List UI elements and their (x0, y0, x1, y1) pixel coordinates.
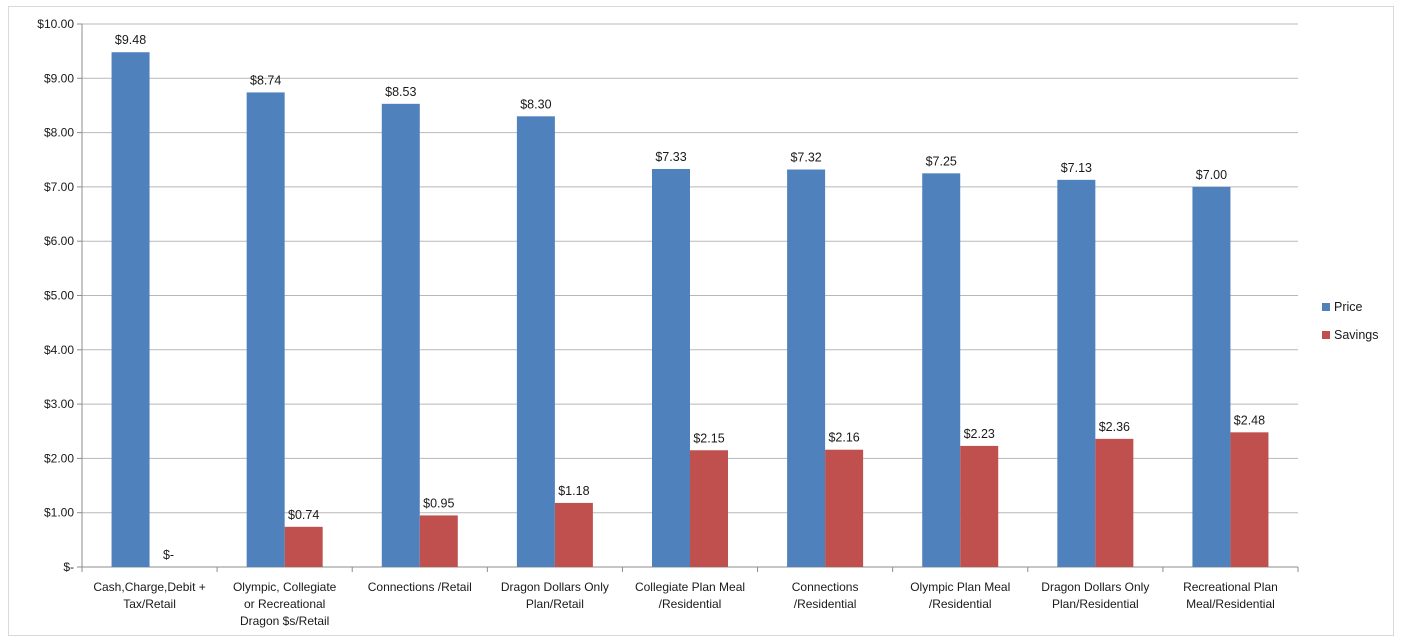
legend-label-price: Price (1334, 300, 1363, 314)
y-tick-label: $- (63, 560, 74, 574)
bar-savings[interactable] (419, 515, 458, 567)
y-tick-label: $10.00 (37, 17, 74, 31)
bar-savings[interactable] (1230, 432, 1269, 567)
x-tick-label: Connections/Residential (792, 580, 859, 611)
data-labels: $9.48 $8.74 $8.53 $8.30 $7.33 $7.32 $7.25 $7.13… (115, 33, 1265, 562)
x-tick-label-line: Plan/Retail (526, 597, 584, 611)
x-tick-label-line: Dragon Dollars Only (1041, 580, 1149, 594)
x-tick-label-line: Olympic, Collegiate (233, 580, 337, 594)
x-tick-label: Olympic Plan Meal/Residential (910, 580, 1010, 611)
x-tick-label-line: Meal/Residential (1186, 597, 1275, 611)
data-label-savings: $2.36 (1099, 420, 1130, 434)
bars (111, 52, 1269, 568)
x-tick-label: Dragon Dollars Only Plan/Residential (1041, 580, 1149, 611)
x-tick-label-line: /Residential (794, 597, 857, 611)
x-tick-label-line: Dragon Dollars Only (501, 580, 609, 594)
bar-savings[interactable] (1095, 438, 1134, 567)
y-tick-label: $2.00 (44, 451, 74, 465)
legend[interactable]: Price Savings (1322, 300, 1378, 342)
bar-price[interactable] (246, 92, 285, 567)
data-label-savings: $2.15 (693, 431, 724, 445)
data-label-price: $7.33 (655, 150, 686, 164)
y-tick-label: $4.00 (44, 343, 74, 357)
bar-price[interactable] (516, 116, 555, 567)
x-tick-label-line: Tax/Retail (123, 597, 176, 611)
x-tick-label-line: Collegiate Plan Meal (635, 580, 745, 594)
data-label-savings: $2.23 (964, 427, 995, 441)
data-label-price: $8.74 (250, 73, 281, 87)
data-label-savings: $1.18 (558, 484, 589, 498)
y-tick-label: $3.00 (44, 397, 74, 411)
x-tick-label-line: Cash,Charge,Debit + (93, 580, 205, 594)
data-label-price: $8.30 (520, 97, 551, 111)
data-label-price: $7.00 (1196, 168, 1227, 182)
x-tick-label-line: /Residential (659, 597, 722, 611)
y-tick-label: $6.00 (44, 234, 74, 248)
legend-swatch-price (1322, 303, 1330, 311)
bar-price[interactable] (922, 173, 961, 567)
x-tick-label-line: Recreational Plan (1183, 580, 1278, 594)
x-tick-label-line: Connections /Retail (368, 580, 472, 594)
data-label-savings: $2.16 (828, 431, 859, 445)
x-tick-label: Connections /Retail (368, 580, 472, 594)
x-tick-label: Collegiate Plan Meal/Residential (635, 580, 745, 611)
bar-price[interactable] (381, 103, 420, 568)
data-label-savings: $2.48 (1234, 413, 1265, 427)
y-axis: $- $1.00 $2.00 $3.00 $4.00 $5.00 $6.00 $7.00 $8.… (37, 17, 83, 574)
legend-label-savings: Savings (1334, 328, 1378, 342)
x-tick-label: Olympic, Collegiate or Recreational Dragon… (233, 580, 337, 628)
data-label-savings: $- (163, 548, 174, 562)
y-tick-label: $7.00 (44, 180, 74, 194)
data-label-price: $7.13 (1061, 161, 1092, 175)
x-tick-label: Recreational Plan Meal/Residential (1183, 580, 1278, 611)
x-tick-label-line: /Residential (929, 597, 992, 611)
y-tick-label: $1.00 (44, 506, 74, 520)
data-label-savings: $0.74 (288, 508, 319, 522)
bar-price[interactable] (111, 52, 150, 567)
bar-price[interactable] (652, 168, 690, 567)
x-tick-label: Cash,Charge,Debit + Tax/Retail (93, 580, 205, 611)
bar-savings[interactable] (284, 526, 323, 567)
data-label-price: $9.48 (115, 33, 146, 47)
bar-price[interactable] (1192, 186, 1231, 567)
x-tick-label-line: Olympic Plan Meal (910, 580, 1010, 594)
data-label-price: $7.32 (790, 151, 821, 165)
x-tick-label: Dragon Dollars Only Plan/Retail (501, 580, 609, 611)
bar-savings[interactable] (554, 502, 593, 567)
legend-swatch-savings (1322, 331, 1330, 339)
y-tick-label: $8.00 (44, 126, 74, 140)
data-label-price: $8.53 (385, 85, 416, 99)
x-tick-label-line: Plan/Residential (1052, 597, 1139, 611)
bar-savings[interactable] (690, 450, 728, 567)
bar-price[interactable] (1057, 179, 1096, 567)
bar-price[interactable] (787, 169, 826, 568)
bar-savings[interactable] (960, 445, 999, 567)
x-tick-label-line: or Recreational (244, 597, 325, 611)
bar-savings[interactable] (825, 449, 864, 567)
y-tick-label: $9.00 (44, 71, 74, 85)
x-tick-label-line: Dragon $s/Retail (240, 614, 329, 628)
y-tick-label: $5.00 (44, 289, 74, 303)
data-label-savings: $0.95 (423, 496, 454, 510)
x-tick-label-line: Connections (792, 580, 859, 594)
data-label-price: $7.25 (926, 154, 957, 168)
x-axis: Cash,Charge,Debit + Tax/Retail Olympic, Co… (81, 567, 1299, 628)
